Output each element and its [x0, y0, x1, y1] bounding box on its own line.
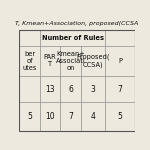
- Bar: [19, 46, 40, 76]
- Bar: [81, 76, 105, 102]
- Text: Proposed(
CCSA): Proposed( CCSA): [76, 54, 110, 68]
- Text: 4: 4: [91, 112, 96, 121]
- Text: P: P: [118, 58, 122, 64]
- Bar: [19, 30, 40, 46]
- Bar: [19, 30, 135, 131]
- Bar: [19, 76, 40, 102]
- Text: PAR
T: PAR T: [44, 54, 57, 67]
- Text: 3: 3: [91, 85, 96, 94]
- Text: Kmean+
Associati
on: Kmean+ Associati on: [56, 51, 85, 71]
- Bar: [40, 76, 60, 102]
- Bar: [105, 46, 135, 76]
- Text: 7: 7: [118, 85, 123, 94]
- Bar: [60, 102, 81, 131]
- Text: 13: 13: [45, 85, 55, 94]
- Text: 5: 5: [27, 112, 32, 121]
- Bar: [81, 46, 105, 76]
- Bar: [105, 30, 135, 46]
- Text: ber
of
utes: ber of utes: [22, 51, 37, 71]
- Bar: [40, 30, 105, 46]
- Bar: [40, 102, 60, 131]
- Bar: [19, 102, 40, 131]
- Bar: [105, 76, 135, 102]
- Text: Number of Rules: Number of Rules: [42, 35, 104, 41]
- Bar: [60, 76, 81, 102]
- Text: 7: 7: [68, 112, 73, 121]
- Bar: [81, 102, 105, 131]
- Text: 6: 6: [68, 85, 73, 94]
- Bar: [105, 102, 135, 131]
- Text: 5: 5: [118, 112, 123, 121]
- Text: T, Kmean+Association, proposed(CCSA: T, Kmean+Association, proposed(CCSA: [15, 21, 138, 26]
- Bar: [40, 46, 60, 76]
- Bar: [60, 46, 81, 76]
- Text: 10: 10: [45, 112, 55, 121]
